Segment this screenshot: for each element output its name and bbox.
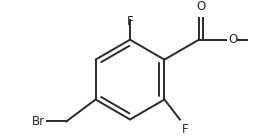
Text: Br: Br xyxy=(32,115,45,128)
Text: O: O xyxy=(196,0,205,13)
Text: O: O xyxy=(228,33,237,46)
Text: F: F xyxy=(182,123,188,136)
Text: F: F xyxy=(127,15,133,28)
